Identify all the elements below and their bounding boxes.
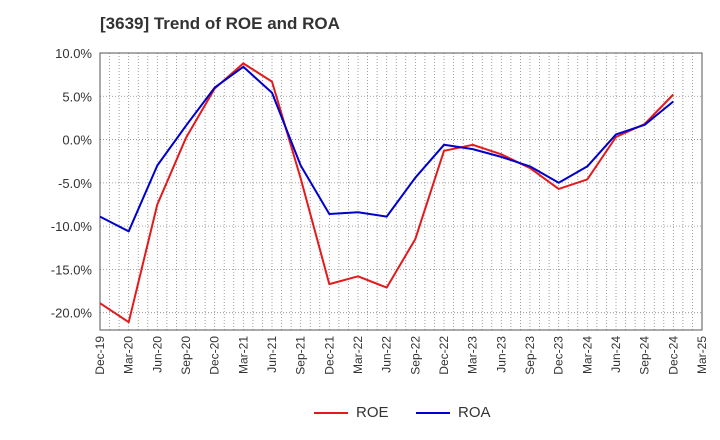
x-tick-label: Sep-20 xyxy=(179,336,193,375)
plot-frame xyxy=(99,52,703,331)
x-tick-label: Jun-20 xyxy=(150,336,164,373)
y-tick-label: -15.0% xyxy=(51,262,93,277)
y-tick-label: -10.0% xyxy=(51,219,93,234)
x-tick-label: Mar-20 xyxy=(122,336,136,374)
x-tick-label: Dec-23 xyxy=(552,336,566,375)
y-tick-label: -20.0% xyxy=(51,306,93,321)
legend-label-roa: ROA xyxy=(458,404,491,421)
x-tick-label: Sep-21 xyxy=(294,336,308,375)
series-lines xyxy=(99,62,675,324)
series-line-roa xyxy=(99,65,674,233)
grid-lines xyxy=(99,52,703,330)
y-tick-label: 5.0% xyxy=(62,89,92,104)
x-tick-label: Dec-19 xyxy=(93,336,107,375)
x-tick-label: Mar-22 xyxy=(351,336,365,374)
x-tick-label: Sep-22 xyxy=(408,336,422,375)
x-tick-label: Mar-25 xyxy=(695,336,709,374)
x-tick-label: Sep-24 xyxy=(638,336,652,375)
x-tick-label: Mar-24 xyxy=(580,336,594,374)
x-tick-label: Sep-23 xyxy=(523,336,537,375)
x-tick-label: Jun-21 xyxy=(265,336,279,373)
x-tick-label: Jun-24 xyxy=(609,336,623,373)
legend-label-roe: ROE xyxy=(356,404,389,421)
y-tick-label: 0.0% xyxy=(62,133,92,148)
x-tick-label: Dec-24 xyxy=(666,336,680,375)
x-tick-label: Mar-23 xyxy=(466,336,480,374)
x-tick-label: Jun-23 xyxy=(494,336,508,373)
x-tick-label: Mar-21 xyxy=(236,336,250,374)
legend-swatch-roe xyxy=(314,411,348,414)
x-tick-label: Jun-22 xyxy=(380,336,394,373)
series-line-roe xyxy=(99,62,675,324)
axes xyxy=(99,52,703,331)
y-axis-tick-labels: 10.0% 5.0% 0.0% -5.0% -10.0% -15.0% -20.0% xyxy=(51,46,93,321)
x-tick-label: Dec-21 xyxy=(322,336,336,375)
x-axis-tick-labels: Dec-19 Mar-20 Jun-20 Sep-20 Dec-20 Mar-21 Jun-… xyxy=(93,336,709,375)
legend-item-roa: ROA xyxy=(416,404,491,421)
chart-title: [3639] Trend of ROE and ROA xyxy=(100,14,340,33)
y-tick-label: -5.0% xyxy=(58,176,92,191)
legend-swatch-roa xyxy=(416,411,450,414)
y-tick-label: 10.0% xyxy=(55,46,92,61)
x-tick-label: Dec-22 xyxy=(437,336,451,375)
legend-item-roe: ROE xyxy=(314,404,389,421)
x-tick-label: Dec-20 xyxy=(208,336,222,375)
